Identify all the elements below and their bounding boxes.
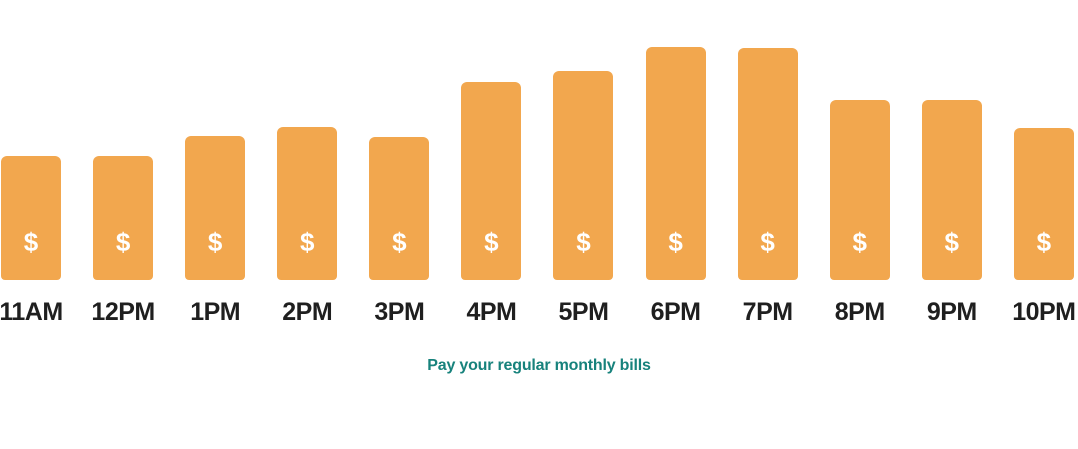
x-axis-labels: 11AM 12PM 1PM 2PM 3PM 4PM 5PM 6PM 7PM 8PM 9PM 10PM xyxy=(0,298,1078,326)
bar-12pm: $ xyxy=(93,156,154,280)
x-axis-label-12pm: 12PM xyxy=(91,298,155,326)
x-axis-label-8pm: 8PM xyxy=(834,298,885,326)
dollar-icon: $ xyxy=(1036,227,1052,257)
x-axis-label-4pm: 4PM xyxy=(466,298,517,326)
bar-10pm: $ xyxy=(1013,128,1074,280)
dollar-icon: $ xyxy=(115,227,131,257)
bar-8pm: $ xyxy=(829,100,890,280)
dollar-icon: $ xyxy=(944,227,960,257)
x-axis-label-3pm: 3PM xyxy=(374,298,425,326)
dollar-icon: $ xyxy=(23,227,39,257)
dollar-icon: $ xyxy=(852,227,867,257)
bar-2pm: $ xyxy=(277,127,338,280)
x-axis-label-5pm: 5PM xyxy=(558,298,609,326)
dollar-icon: $ xyxy=(576,227,591,257)
dollar-icon: $ xyxy=(300,227,315,257)
x-axis-label-7pm: 7PM xyxy=(742,298,793,326)
x-axis-label-6pm: 6PM xyxy=(650,298,701,326)
dollar-icon: $ xyxy=(207,227,223,257)
x-axis-label-2pm: 2PM xyxy=(282,298,333,326)
dollar-icon: $ xyxy=(760,227,775,257)
bar-7pm: $ xyxy=(737,48,798,280)
dollar-icon: $ xyxy=(392,227,407,257)
x-axis-label-1pm: 1PM xyxy=(190,298,241,326)
bar-6pm: $ xyxy=(645,47,706,280)
x-axis-label-10pm: 10PM xyxy=(1012,298,1076,326)
bar-4pm: $ xyxy=(461,82,522,280)
bar-5pm: $ xyxy=(553,71,614,280)
x-axis-label-11am: 11AM xyxy=(0,298,63,326)
dollar-icon: $ xyxy=(484,227,499,257)
dollar-icon: $ xyxy=(668,227,683,257)
bar-11am: $ xyxy=(1,156,61,280)
bar-9pm: $ xyxy=(921,100,982,280)
chart-caption: Pay your regular monthly bills xyxy=(427,357,651,374)
bar-1pm: $ xyxy=(185,136,246,280)
bar-chart: $ $ $ $ $ $ $ $ $ $ $ $ xyxy=(1,47,1074,280)
bar-3pm: $ xyxy=(369,137,430,280)
x-axis-label-9pm: 9PM xyxy=(926,298,977,326)
